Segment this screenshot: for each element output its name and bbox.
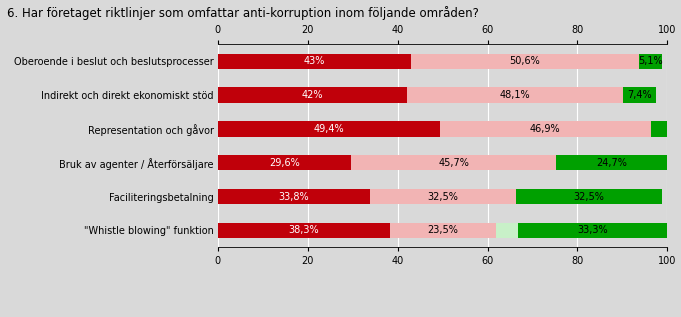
Bar <box>218 121 440 137</box>
Bar <box>440 121 651 137</box>
Bar <box>218 54 411 69</box>
Text: 6. Har företaget riktlinjer som omfattar anti-korruption inom följande områden?: 6. Har företaget riktlinjer som omfattar… <box>7 6 479 20</box>
Text: 33,8%: 33,8% <box>279 191 309 202</box>
Bar <box>407 87 623 103</box>
Bar <box>218 155 351 170</box>
Text: 24,7%: 24,7% <box>597 158 627 168</box>
Text: 42%: 42% <box>302 90 323 100</box>
Bar <box>218 223 390 238</box>
Text: 43%: 43% <box>304 56 326 66</box>
Bar <box>518 223 667 238</box>
Bar <box>623 87 656 103</box>
Bar <box>639 54 661 69</box>
Text: 46,9%: 46,9% <box>530 124 560 134</box>
Bar <box>516 189 662 204</box>
Text: 32,5%: 32,5% <box>428 191 458 202</box>
Text: 38,3%: 38,3% <box>289 225 319 235</box>
Text: 32,5%: 32,5% <box>573 191 604 202</box>
Text: 49,4%: 49,4% <box>314 124 345 134</box>
Bar <box>218 189 370 204</box>
Text: 33,3%: 33,3% <box>577 225 608 235</box>
Text: 48,1%: 48,1% <box>499 90 530 100</box>
Bar <box>390 223 496 238</box>
Bar <box>651 121 667 137</box>
Text: 50,6%: 50,6% <box>509 56 540 66</box>
Bar <box>351 155 556 170</box>
Bar <box>496 223 518 238</box>
Bar <box>218 87 407 103</box>
Bar <box>370 189 516 204</box>
Bar <box>411 54 639 69</box>
Text: 5,1%: 5,1% <box>638 56 663 66</box>
Text: 29,6%: 29,6% <box>269 158 300 168</box>
Text: 45,7%: 45,7% <box>439 158 469 168</box>
Text: 7,4%: 7,4% <box>627 90 652 100</box>
Text: 23,5%: 23,5% <box>428 225 458 235</box>
Bar <box>556 155 667 170</box>
